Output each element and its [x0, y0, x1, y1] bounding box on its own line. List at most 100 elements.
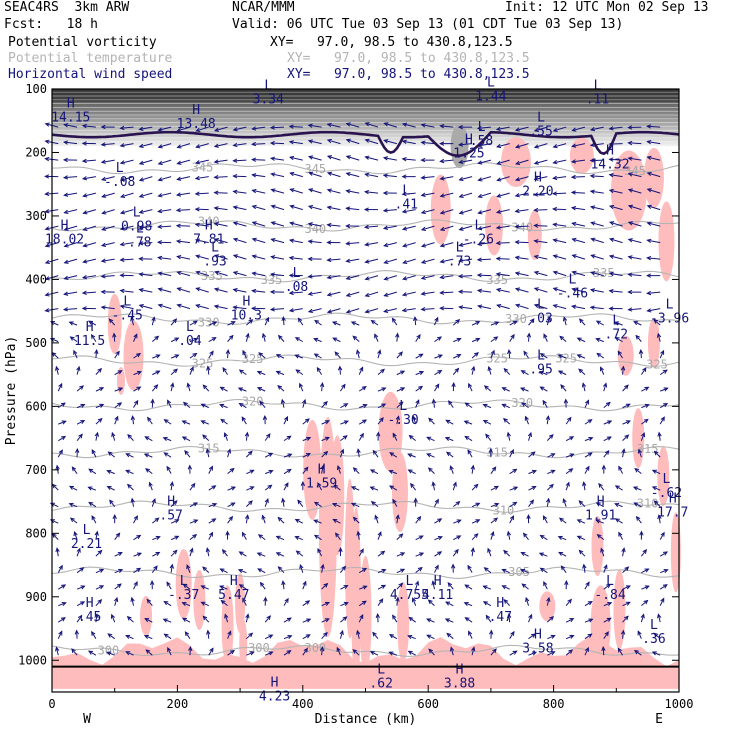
wind-arrow	[514, 271, 529, 277]
wind-arrow	[514, 239, 529, 245]
wind-arrow	[257, 568, 266, 574]
wind-arrow	[189, 352, 198, 359]
wind-arrow	[627, 188, 642, 194]
wind-arrow	[94, 349, 99, 359]
wind-arrow	[133, 370, 143, 376]
wind-arrow	[382, 208, 397, 213]
wind-arrow	[227, 467, 235, 475]
wind-arrow	[507, 349, 512, 359]
wind-arrow	[157, 224, 172, 229]
wind-arrow	[133, 333, 138, 342]
wind-arrow	[289, 188, 303, 194]
wind-arrow	[651, 651, 661, 656]
wind-arrow	[383, 308, 397, 313]
wind-arrow	[364, 122, 379, 128]
wind-arrow	[439, 141, 454, 146]
theta-contour-340	[51, 219, 680, 232]
extremum-value: 5.47	[218, 588, 249, 603]
wind-arrow	[63, 242, 78, 248]
wind-arrow	[639, 530, 644, 540]
wind-arrow	[396, 401, 404, 409]
wind-arrow	[227, 649, 235, 656]
wind-arrow	[627, 125, 642, 130]
wind-arrow	[533, 192, 548, 197]
wind-arrow	[659, 402, 669, 409]
wind-arrow	[589, 173, 604, 179]
wind-arrow	[326, 138, 341, 145]
wind-arrow	[578, 368, 586, 376]
wind-arrow	[264, 498, 269, 507]
theta-label: 320	[242, 394, 264, 408]
wind-arrow	[68, 485, 78, 491]
wind-arrow	[242, 597, 247, 606]
wind-arrow	[170, 519, 180, 524]
pv-positive-patch	[658, 201, 675, 282]
wind-arrow	[358, 366, 364, 375]
wind-arrow	[356, 448, 361, 458]
wind-arrow	[251, 204, 266, 211]
wind-arrow	[58, 435, 67, 442]
wind-arrow	[68, 321, 78, 326]
wind-arrow	[307, 155, 322, 161]
theta-label: 310	[637, 497, 659, 511]
extremum-high: H.57	[159, 494, 182, 523]
wind-arrow	[127, 433, 134, 441]
wind-arrow	[427, 599, 435, 607]
wind-arrow	[220, 418, 228, 425]
pv-positive-patch	[500, 136, 531, 187]
wind-arrow	[640, 613, 645, 623]
wind-arrow	[514, 159, 529, 166]
wind-arrow	[495, 240, 510, 246]
wind-arrow	[528, 633, 536, 640]
extremum-letter: L	[537, 348, 545, 363]
wind-arrow	[488, 629, 494, 639]
extremum-value: .36	[642, 632, 665, 647]
wind-arrow	[520, 370, 529, 376]
wind-arrow	[477, 192, 492, 199]
extremum-value: 14.15	[51, 110, 90, 125]
extremum-letter: L	[478, 120, 486, 135]
extremum-value: -.08	[104, 175, 135, 190]
wind-arrow	[657, 431, 662, 441]
wind-arrow	[288, 238, 303, 244]
wind-arrow	[584, 633, 593, 640]
wind-arrow	[372, 449, 379, 458]
wind-arrow	[490, 530, 495, 540]
wind-arrow	[283, 415, 289, 425]
wind-arrow	[345, 241, 360, 246]
wind-arrow	[55, 365, 60, 375]
wind-arrow	[565, 598, 572, 606]
wind-arrow	[251, 141, 266, 147]
theta-contour-320	[51, 398, 680, 412]
wind-arrow	[302, 418, 310, 425]
wind-arrow	[370, 501, 379, 508]
wind-arrow	[352, 335, 360, 342]
wind-arrow	[195, 287, 209, 293]
wind-arrow	[208, 465, 213, 474]
wind-arrow	[334, 351, 341, 359]
wind-arrow	[490, 485, 500, 491]
wind-arrow	[55, 547, 60, 557]
y-tick-label: 700	[25, 463, 47, 477]
extremum-high: H14.32	[590, 143, 629, 172]
wind-arrow	[514, 176, 529, 182]
wind-arrow	[552, 191, 567, 196]
wind-arrow	[163, 600, 172, 607]
wind-arrow	[589, 189, 604, 194]
wind-arrow	[125, 651, 134, 656]
extremum-letter: H	[242, 295, 250, 310]
wind-arrow	[449, 465, 454, 474]
wind-arrow	[143, 453, 153, 458]
wind-arrow	[57, 402, 66, 409]
wind-arrow	[395, 415, 400, 425]
wind-arrow	[525, 596, 530, 606]
wind-arrow	[382, 225, 397, 230]
wind-arrow	[621, 448, 626, 458]
extremum-value: .57	[159, 508, 182, 523]
wind-arrow	[119, 273, 134, 278]
wind-arrow	[415, 385, 424, 392]
wind-arrow	[302, 580, 307, 590]
wind-arrow	[471, 483, 479, 491]
wind-arrow	[388, 634, 398, 640]
wind-arrow	[646, 308, 661, 313]
